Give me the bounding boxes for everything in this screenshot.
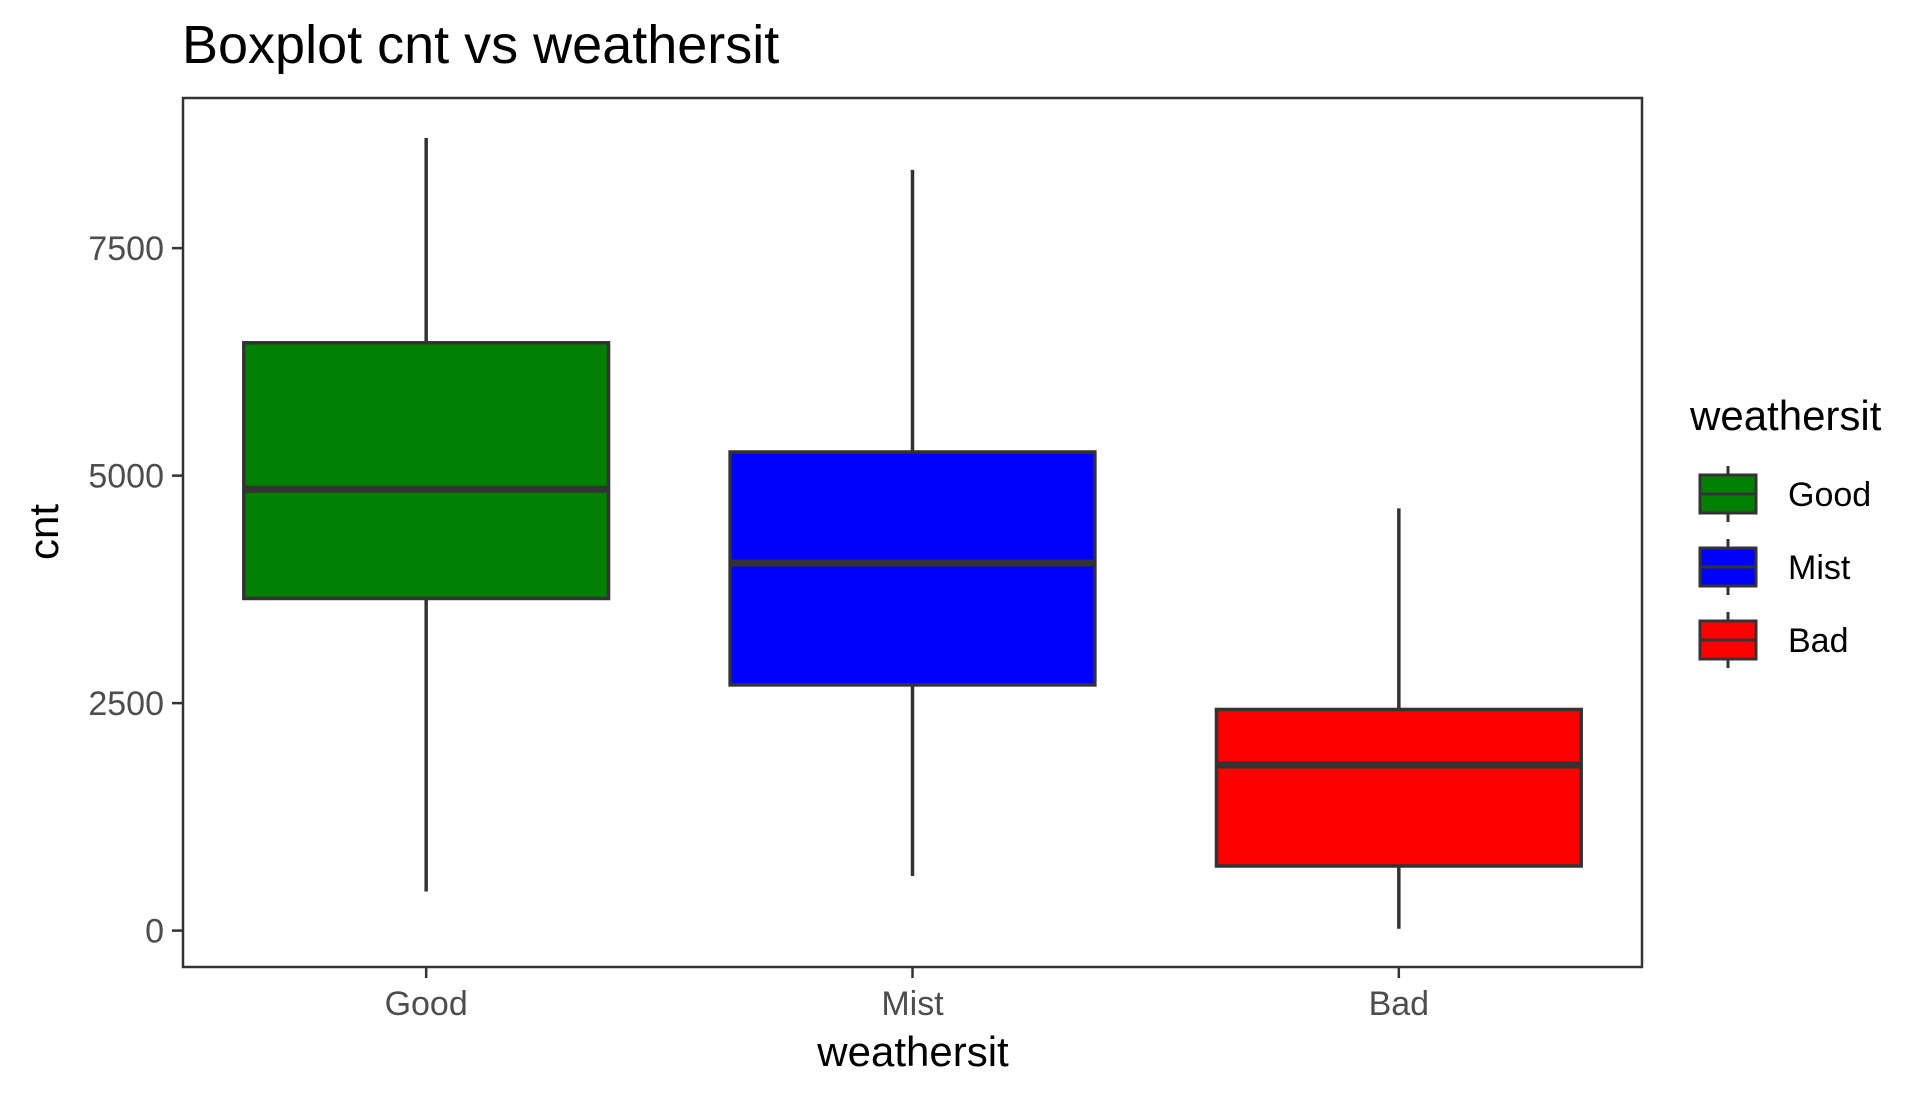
legend-item-mist: Mist	[1698, 539, 1851, 595]
y-axis-title: cnt	[20, 504, 67, 560]
y-axis: 0 2500 5000 7500	[88, 230, 183, 951]
box-body-mist	[728, 450, 1097, 687]
plot-area	[181, 96, 1644, 969]
box-body-bad	[1214, 707, 1583, 868]
legend-label-mist: Mist	[1788, 549, 1851, 587]
box-good	[242, 138, 611, 892]
legend-title: weathersit	[1689, 392, 1882, 439]
box-body-good	[242, 341, 611, 601]
legend-label-good: Good	[1788, 476, 1871, 514]
x-tick-label-good: Good	[385, 985, 468, 1023]
legend-item-good: Good	[1698, 466, 1871, 522]
box-mist	[728, 169, 1097, 877]
x-axis-title: weathersit	[816, 1028, 1009, 1075]
box-bad	[1214, 508, 1583, 929]
x-axis: Good Mist Bad	[385, 967, 1430, 1023]
y-tick-label-2500: 2500	[88, 685, 164, 723]
x-tick-label-bad: Bad	[1369, 985, 1430, 1023]
y-tick-label-0: 0	[145, 913, 164, 951]
legend-item-bad: Bad	[1698, 612, 1849, 668]
y-tick-label-5000: 5000	[88, 458, 164, 496]
chart-title: Boxplot cnt vs weathersit	[182, 15, 779, 75]
x-tick-label-mist: Mist	[881, 985, 944, 1023]
legend-label-bad: Bad	[1788, 622, 1849, 660]
y-tick-label-7500: 7500	[88, 230, 164, 268]
legend: weathersit Good Mist Bad	[1689, 392, 1882, 668]
